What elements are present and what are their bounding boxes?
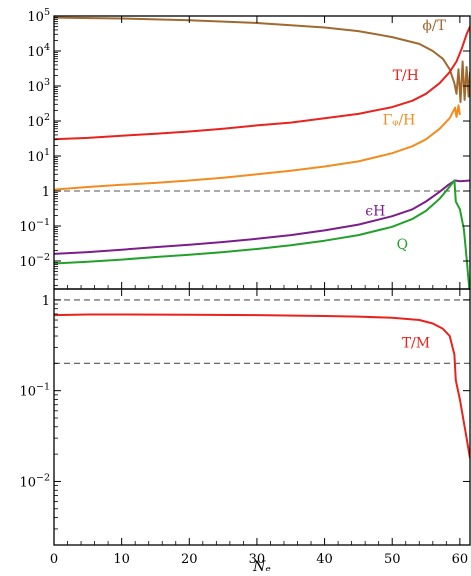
series-line-q: [54, 179, 470, 289]
y-tick-label-bottom-1: 10−1: [19, 382, 50, 400]
series-label-t-h: T/H: [393, 68, 419, 84]
y-tick-label-top-6: 10−1: [19, 217, 50, 235]
y-tick-label-top-7: 10−2: [19, 252, 50, 270]
y-tick-label-top-1: 104: [27, 42, 50, 60]
y-tick-label-bottom-0: 1: [42, 294, 50, 309]
series-line-h: [54, 104, 461, 191]
x-tick-label-5: 50: [384, 552, 401, 567]
x-tick-label-1: 10: [113, 552, 130, 567]
y-tick-label-bottom-2: 10−2: [19, 472, 50, 490]
series-line-t-h: [54, 26, 470, 141]
y-tick-label-top-2: 103: [27, 77, 50, 95]
top-panel: ϕ/T T/H Γᵩ/H ϵH Q 105 104 103 102 101 1 10−1 10−2: [19, 7, 471, 290]
x-tick-label-6: 60: [452, 552, 469, 567]
series-label-h: ϵH: [365, 203, 385, 219]
x-tick-label-4: 40: [316, 552, 333, 567]
x-axis-title: Nₑ: [252, 559, 271, 575]
series-label-q: Q: [397, 237, 408, 253]
x-axis-title-group: Nₑ: [252, 559, 271, 575]
y-tick-label-top-3: 102: [27, 112, 50, 130]
series-label-h: Γᵩ/H: [383, 112, 416, 128]
y-tick-label-top-5: 1: [42, 185, 50, 200]
plot-frame-bottom: [53, 288, 471, 546]
x-tick-label-0: 0: [50, 552, 58, 567]
series-label-t-m: T/M: [402, 335, 430, 351]
series-line-h: [54, 179, 470, 255]
x-tick-label-2: 20: [181, 552, 198, 567]
y-tick-label-top-0: 105: [27, 7, 50, 25]
series-line-t-m: [54, 313, 470, 459]
series-label-t: ϕ/T: [422, 18, 446, 34]
x-tick-label-3: 30: [249, 552, 266, 567]
y-tick-label-top-4: 101: [27, 147, 50, 165]
series-line-t: [54, 16, 470, 103]
bottom-panel: T/M 1 10−1 10−2 0 10 20 30 40 50 60: [19, 288, 471, 567]
